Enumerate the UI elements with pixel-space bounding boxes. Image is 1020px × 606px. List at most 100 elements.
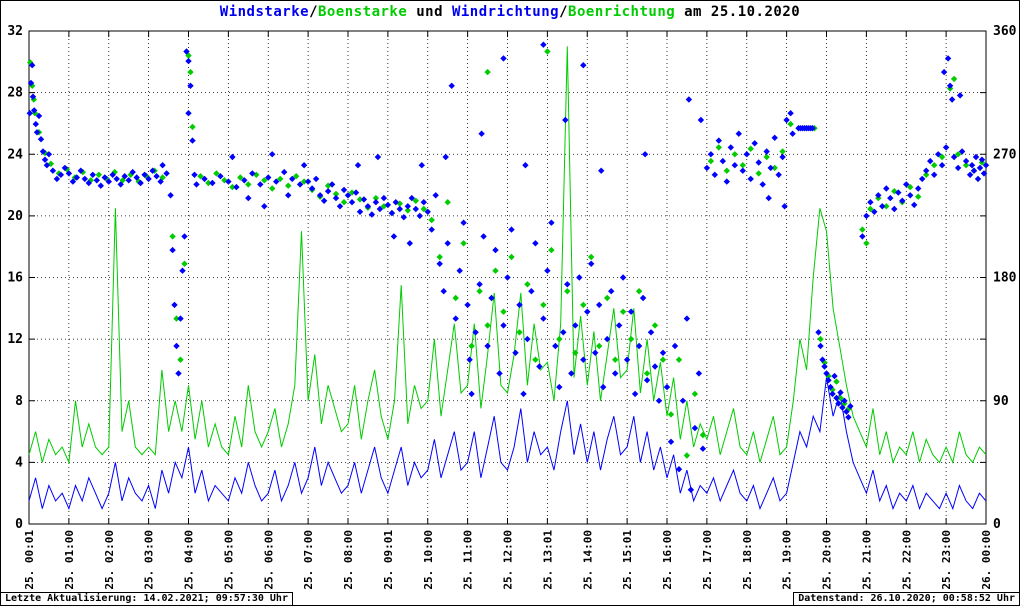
diamond-marker bbox=[269, 185, 276, 192]
diamond-marker bbox=[320, 197, 328, 204]
diamond-marker bbox=[69, 178, 77, 185]
diamond-marker bbox=[464, 301, 471, 309]
diamond-marker bbox=[101, 174, 108, 181]
diamond-marker bbox=[968, 162, 976, 169]
diamond-marker bbox=[779, 153, 786, 161]
diamond-marker bbox=[460, 219, 467, 226]
svg-text:20: 20 bbox=[7, 209, 23, 224]
diamond-marker bbox=[229, 183, 236, 191]
diamond-marker bbox=[175, 370, 182, 377]
diamond-marker bbox=[65, 170, 73, 177]
diamond-marker bbox=[289, 175, 296, 183]
right-axis-labels: 0 90 180 270 360 bbox=[993, 24, 1017, 532]
diamond-marker bbox=[85, 179, 92, 187]
svg-text:25. 21:00: 25. 21:00 bbox=[860, 530, 873, 590]
series-scatter-Windrichtung bbox=[26, 41, 990, 493]
diamond-marker bbox=[619, 274, 627, 281]
diamond-marker bbox=[867, 199, 874, 206]
diamond-marker bbox=[819, 356, 826, 363]
svg-text:0: 0 bbox=[15, 517, 23, 532]
diamond-marker bbox=[580, 356, 587, 363]
diamond-marker bbox=[604, 335, 611, 343]
diamond-marker bbox=[879, 203, 886, 210]
diamond-marker bbox=[771, 134, 778, 141]
diamond-marker bbox=[39, 148, 47, 155]
diamond-marker bbox=[177, 315, 184, 322]
diamond-marker bbox=[833, 378, 840, 385]
diamond-marker bbox=[129, 168, 136, 176]
diamond-marker bbox=[651, 322, 659, 329]
diamond-marker bbox=[356, 208, 364, 215]
diamond-marker bbox=[759, 181, 766, 188]
diamond-marker bbox=[181, 260, 188, 267]
diamond-marker bbox=[440, 288, 447, 295]
diamond-marker bbox=[352, 189, 360, 196]
diamond-marker bbox=[468, 342, 475, 350]
diamond-marker bbox=[257, 181, 264, 188]
diamond-marker bbox=[663, 383, 671, 391]
diamond-marker bbox=[931, 171, 938, 178]
diamond-marker bbox=[867, 205, 874, 213]
diamond-marker bbox=[181, 233, 188, 240]
series-line-Windstarke bbox=[28, 377, 987, 511]
diamond-marker bbox=[915, 185, 922, 192]
diamond-marker bbox=[500, 322, 507, 329]
diamond-marker bbox=[492, 267, 499, 274]
diamond-marker bbox=[125, 177, 132, 184]
diamond-marker bbox=[452, 294, 459, 302]
diamond-marker bbox=[938, 162, 946, 169]
diamond-marker bbox=[972, 153, 980, 161]
diamond-marker bbox=[588, 260, 595, 267]
diamond-marker bbox=[392, 199, 399, 206]
diamond-marker bbox=[300, 178, 308, 185]
diamond-marker bbox=[980, 170, 988, 177]
diamond-marker bbox=[683, 315, 691, 322]
svg-text:25. 05:00: 25. 05:00 bbox=[222, 530, 235, 590]
diamond-marker bbox=[432, 192, 439, 199]
diamond-marker bbox=[217, 173, 224, 180]
diamond-marker bbox=[113, 175, 120, 183]
diamond-marker bbox=[492, 246, 499, 254]
series-scatter-Boenrichtung bbox=[27, 48, 986, 459]
diamond-marker bbox=[340, 186, 348, 194]
svg-text:0: 0 bbox=[993, 517, 1001, 532]
diamond-marker bbox=[747, 145, 754, 152]
diamond-marker bbox=[532, 356, 539, 363]
diamond-marker bbox=[859, 226, 866, 233]
footer-last-update-text: Letzte Aktualisierung: 14.02.2021; 09:57… bbox=[5, 593, 288, 604]
svg-text:12: 12 bbox=[7, 332, 23, 347]
diamond-marker bbox=[763, 148, 770, 155]
diamond-marker bbox=[719, 157, 726, 165]
diamond-marker bbox=[600, 383, 607, 391]
series-line-Boenstarke bbox=[28, 46, 987, 465]
diamond-marker bbox=[703, 164, 711, 172]
diamond-marker bbox=[524, 335, 531, 343]
diamond-marker bbox=[691, 424, 699, 432]
diamond-marker bbox=[153, 173, 160, 180]
diamond-marker bbox=[962, 162, 970, 169]
diamond-marker bbox=[512, 349, 519, 356]
diamond-marker bbox=[564, 288, 571, 295]
diamond-marker bbox=[332, 194, 340, 202]
diamond-marker bbox=[699, 431, 707, 439]
diamond-marker bbox=[340, 199, 348, 206]
svg-text:16: 16 bbox=[7, 271, 23, 286]
diamond-marker bbox=[159, 174, 166, 181]
diamond-marker bbox=[45, 151, 53, 158]
diamond-marker bbox=[787, 120, 794, 128]
diamond-marker bbox=[954, 151, 962, 158]
diamond-marker bbox=[739, 162, 746, 169]
diamond-marker bbox=[488, 294, 495, 302]
svg-text:25. 01:00: 25. 01:00 bbox=[63, 530, 76, 590]
footer-last-update-box: Letzte Aktualisierung: 14.02.2021; 09:57… bbox=[1, 592, 293, 605]
diamond-marker bbox=[81, 175, 88, 183]
svg-text:25. 16:00: 25. 16:00 bbox=[661, 530, 674, 590]
svg-text:25. 09:01: 25. 09:01 bbox=[382, 530, 395, 590]
diamond-marker bbox=[285, 182, 292, 189]
diamond-marker bbox=[935, 151, 942, 158]
diamond-marker bbox=[883, 203, 890, 210]
diamond-marker bbox=[675, 466, 683, 473]
diamond-marker bbox=[229, 153, 236, 161]
left-axis-labels: 0 4 8 12 16 20 24 28 32 bbox=[7, 24, 23, 532]
diamond-marker bbox=[643, 370, 651, 377]
